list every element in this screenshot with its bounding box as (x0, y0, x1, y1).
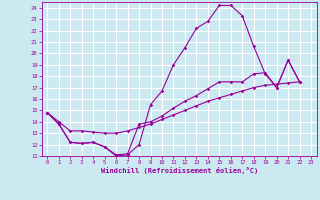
X-axis label: Windchill (Refroidissement éolien,°C): Windchill (Refroidissement éolien,°C) (100, 167, 258, 174)
